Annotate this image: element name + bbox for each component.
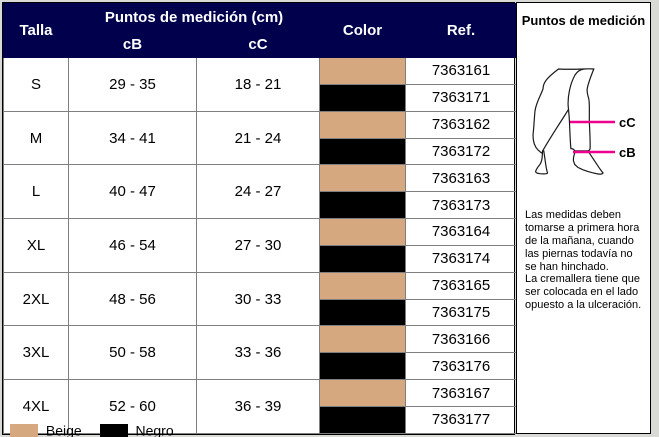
svg-text:cB: cB bbox=[619, 145, 636, 160]
svg-text:cC: cC bbox=[619, 115, 636, 130]
